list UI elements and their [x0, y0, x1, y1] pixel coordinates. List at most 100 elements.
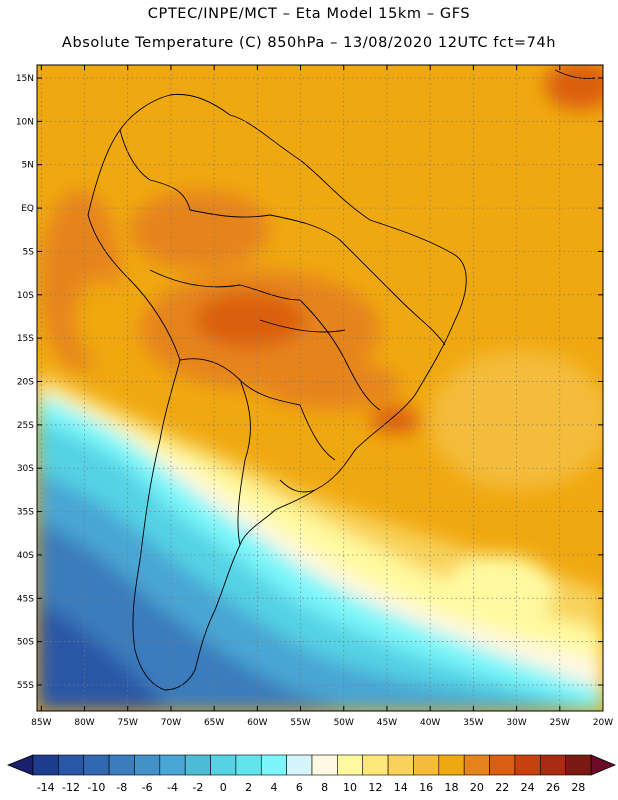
- colorbar-low-arrow: [6, 754, 34, 776]
- hot-core-coast: [370, 406, 420, 434]
- colorbar-swatch: [387, 754, 414, 776]
- border-uruguay: [279, 479, 316, 493]
- colorbar-label: 6: [296, 781, 303, 794]
- colorbar-swatch: [362, 754, 389, 776]
- colorbar-swatch: [539, 754, 566, 776]
- lat-tick-label: EQ: [21, 204, 34, 214]
- colorbar-swatch: [83, 754, 110, 776]
- colorbar-label: 24: [521, 781, 535, 794]
- lon-tick-label: 75W: [118, 718, 138, 728]
- colorbar-swatch: [463, 754, 490, 776]
- colorbar-label: -4: [167, 781, 178, 794]
- colorbar-label: -6: [142, 781, 153, 794]
- lat-tick-label: 35S: [17, 508, 34, 518]
- lat-tick-label: 5N: [22, 161, 34, 171]
- colorbar-label: 22: [495, 781, 509, 794]
- andes-cool: [75, 280, 125, 360]
- colorbar-swatch: [413, 754, 440, 776]
- border-argentina-chile: [237, 379, 251, 546]
- border-brazil-bolivia: [299, 299, 381, 411]
- border-paraguay: [299, 404, 336, 461]
- colorbar-label: 20: [470, 781, 484, 794]
- map-title-model: CPTEC/INPE/MCT – Eta Model 15km – GFS: [147, 6, 471, 22]
- colorbar-swatch: [235, 754, 262, 776]
- colorbar-swatch: [32, 754, 59, 776]
- colorbar-label: 0: [220, 781, 227, 794]
- latitude-axis: 15N 10N 5N EQ 5S 10S 15S 20S 25S 30S 35S 40S 45S 50S 5…: [16, 74, 603, 691]
- temperature-colorbar: -14 -12 -10 -8 -6 -4 -2 0 2 4 6 8 10 12 14 16 18 20 22 24 26…: [6, 754, 617, 794]
- lon-tick-label: 35W: [463, 718, 483, 728]
- border-north-1: [119, 129, 191, 211]
- colorbar-swatch: [210, 754, 237, 776]
- lat-tick-label: 30S: [17, 464, 34, 474]
- colorbar-swatch: [134, 754, 161, 776]
- colorbar-swatch: [159, 754, 186, 776]
- colorbar-label: 26: [546, 781, 560, 794]
- colorbar-swatch: [184, 754, 211, 776]
- colorbar-label: -8: [116, 781, 127, 794]
- colorbar-label: -2: [192, 781, 203, 794]
- lon-tick-label: 30W: [506, 718, 526, 728]
- lon-tick-label: 25W: [550, 718, 570, 728]
- map-title-field: Absolute Temperature (C) 850hPa – 13/08/…: [61, 35, 557, 51]
- hot-northeast: [545, 65, 603, 110]
- temperature-field: [37, 65, 603, 711]
- lat-tick-label: 20S: [17, 377, 34, 387]
- colorbar-swatch: [438, 754, 465, 776]
- colorbar-label: 28: [571, 781, 585, 794]
- lon-tick-label: 85W: [31, 718, 51, 728]
- colorbar-label: 16: [419, 781, 433, 794]
- lat-tick-label: 15S: [17, 334, 34, 344]
- colorbar-label: -14: [37, 781, 55, 794]
- lon-tick-label: 55W: [290, 718, 310, 728]
- mild-atlantic: [430, 350, 603, 490]
- warm-core-south: [260, 360, 400, 410]
- south-america-outline: [87, 93, 467, 691]
- border-central-1: [149, 269, 301, 301]
- colorbar-label: 10: [343, 781, 357, 794]
- lat-tick-label: 40S: [17, 551, 34, 561]
- colorbar-label: 18: [445, 781, 459, 794]
- colorbar-high-arrow: [590, 754, 617, 776]
- lat-tick-label: 15N: [16, 74, 34, 84]
- border-brazil-states-2: [259, 319, 346, 333]
- lon-tick-label: 20W: [593, 718, 613, 728]
- colorbar-label: 14: [394, 781, 408, 794]
- lon-tick-label: 60W: [247, 718, 267, 728]
- warm-core-west: [130, 190, 270, 270]
- lon-tick-label: 50W: [334, 718, 354, 728]
- lat-tick-label: 5S: [23, 247, 35, 257]
- colorbar-label: 4: [270, 781, 277, 794]
- colorbar-swatch: [260, 754, 287, 776]
- lat-tick-label: 55S: [17, 681, 34, 691]
- border-north-2: [189, 209, 341, 241]
- colorbar-swatch: [514, 754, 541, 776]
- colorbar-swatch: [311, 754, 338, 776]
- colorbar-swatch: [337, 754, 364, 776]
- colorbar-swatch: [489, 754, 516, 776]
- lat-tick-label: 45S: [17, 594, 34, 604]
- lat-tick-label: 10S: [17, 291, 34, 301]
- colorbar-label: 12: [368, 781, 382, 794]
- lon-tick-label: 70W: [161, 718, 181, 728]
- coastlines: [87, 69, 596, 691]
- lat-tick-label: 50S: [17, 638, 34, 648]
- hot-core: [195, 292, 305, 348]
- colorbar-label: 2: [245, 781, 252, 794]
- colorbar-swatch: [565, 754, 592, 776]
- colorbar-label: -10: [87, 781, 105, 794]
- colorbar-swatch: [286, 754, 313, 776]
- longitude-axis: 85W 80W 75W 70W 65W 60W 55W 50W 45W 40W 35W 30W 25W 2…: [31, 65, 613, 728]
- border-brazil-states-1: [339, 239, 446, 346]
- lat-tick-label: 25S: [17, 421, 34, 431]
- atlantic-warm-tongue: [445, 555, 555, 625]
- lon-tick-label: 40W: [420, 718, 440, 728]
- lon-tick-label: 65W: [204, 718, 224, 728]
- colorbar-label: 8: [321, 781, 328, 794]
- colorbar-swatch: [58, 754, 85, 776]
- map-frame: [36, 64, 604, 712]
- colorbar-swatch: [108, 754, 135, 776]
- lon-tick-label: 80W: [74, 718, 94, 728]
- lat-tick-label: 10N: [16, 117, 34, 127]
